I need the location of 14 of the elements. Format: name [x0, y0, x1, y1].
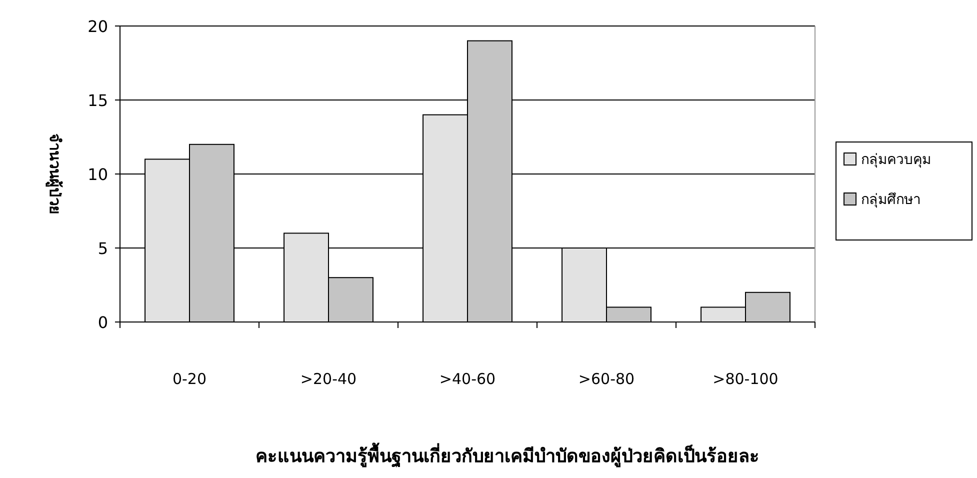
x-tick-label: >60-80	[578, 370, 635, 388]
x-tick-label: >40-60	[439, 370, 496, 388]
x-tick-label: >20-40	[300, 370, 357, 388]
x-tick-label: >80-100	[712, 370, 778, 388]
y-tick-label: 20	[88, 17, 108, 36]
y-tick-label: 5	[98, 239, 108, 258]
y-tick-label: 10	[88, 165, 108, 184]
y-tick-label: 15	[88, 91, 108, 110]
x-tick-label: 0-20	[172, 370, 207, 388]
legend-label: กลุ่มศึกษา	[861, 192, 921, 208]
legend-label: กลุ่มควบคุม	[861, 152, 931, 168]
y-tick-label: 0	[98, 313, 108, 332]
y-axis-title: จำนวนผู้ป่วย	[45, 134, 64, 214]
x-axis-title: คะแนนความรู้พื้นฐานเกี่ยวกับยาเคมีบำบัดของผู้ป่วยคิดเป็นร้อยละ	[256, 442, 760, 468]
